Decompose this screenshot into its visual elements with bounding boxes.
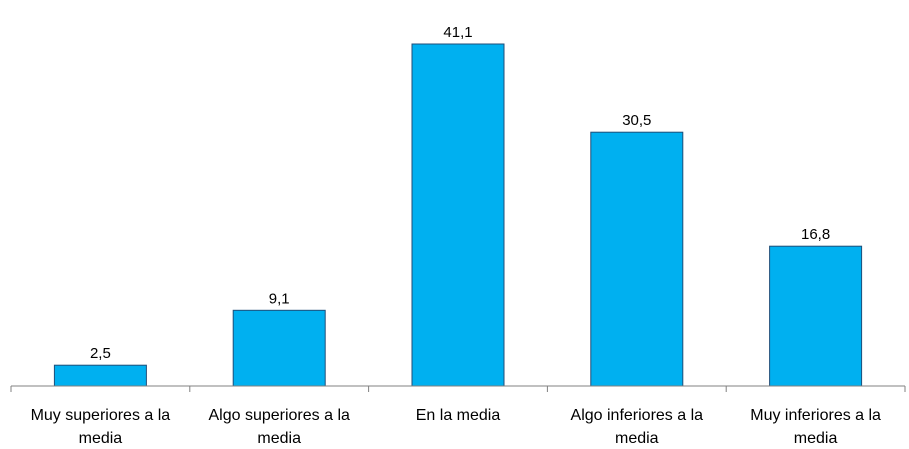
category-label-muy-inferiores-a-la-media: Muy inferiores a la media <box>750 407 881 447</box>
bar-algo-inferiores-a-la-media <box>590 131 684 387</box>
category-label-muy-superiores-a-la-media: Muy superiores a la media <box>31 407 171 447</box>
data-label-muy-inferiores-a-la-media: 16,8 <box>801 226 830 243</box>
data-label-algo-superiores-a-la-media: 9,1 <box>269 290 290 307</box>
x-axis <box>10 385 906 392</box>
category-label-algo-inferiores-a-la-media: Algo inferiores a la media <box>571 407 704 447</box>
data-label-algo-inferiores-a-la-media: 30,5 <box>622 112 651 129</box>
bar-muy-superiores-a-la-media <box>53 364 147 387</box>
bar-algo-superiores-a-la-media <box>232 309 326 387</box>
data-labels-layer: 2,5 9,1 41,1 30,5 16,8 <box>90 24 830 362</box>
category-labels-layer: Muy superiores a la media Algo superiores … <box>31 407 881 447</box>
data-label-muy-superiores-a-la-media: 2,5 <box>90 345 111 362</box>
category-label-en-la-media: En la media <box>416 407 501 424</box>
bars-layer <box>53 43 863 387</box>
data-label-en-la-media: 41,1 <box>443 24 472 41</box>
bar-muy-inferiores-a-la-media <box>769 245 863 387</box>
bar-en-la-media <box>411 43 505 387</box>
category-label-algo-superiores-a-la-media: Algo superiores a la media <box>208 407 350 447</box>
